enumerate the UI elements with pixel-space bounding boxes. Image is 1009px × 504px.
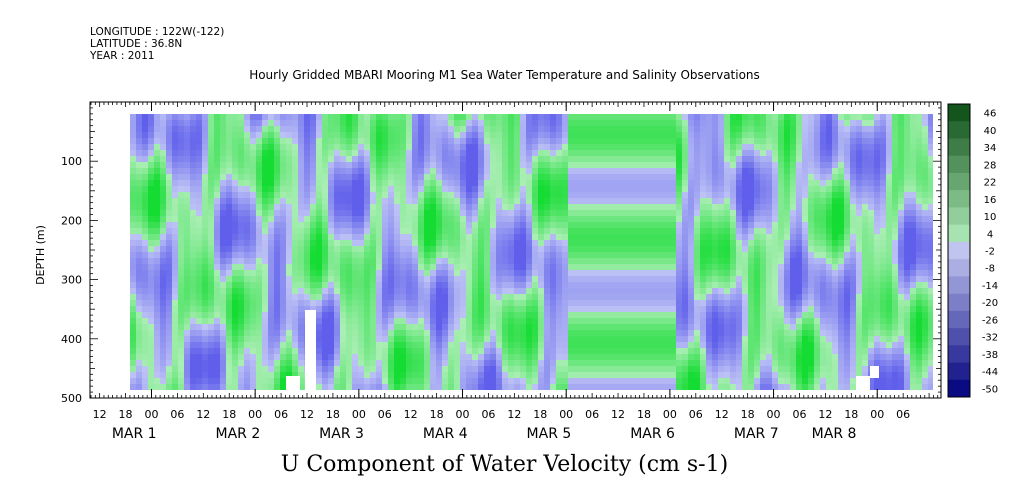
colorbar-swatch — [948, 379, 970, 398]
x-day-label: MAR 3 — [319, 426, 364, 442]
colorbar-swatch — [948, 259, 970, 277]
colorbar-label: 46 — [984, 109, 997, 120]
x-tick-label: 18 — [430, 408, 444, 421]
colorbar-label: -32 — [982, 333, 998, 344]
x-tick-label: 18 — [533, 408, 547, 421]
year-label: YEAR : 2011 — [90, 50, 155, 62]
x-tick-label: 06 — [378, 408, 392, 421]
x-tick-label: 00 — [663, 408, 677, 421]
colorbar-label: -26 — [982, 315, 998, 326]
x-day-label: MAR 8 — [812, 426, 857, 442]
x-tick-label: 06 — [170, 408, 184, 421]
colorbar-swatch — [948, 328, 970, 346]
x-tick-label: 18 — [326, 408, 340, 421]
x-axis-label: U Component of Water Velocity (cm s-1) — [280, 452, 729, 477]
x-tick-label: 12 — [507, 408, 521, 421]
x-tick-label: 12 — [818, 408, 832, 421]
colorbar-label: -44 — [982, 367, 998, 378]
x-tick-label: 00 — [352, 408, 366, 421]
x-tick-label: 12 — [300, 408, 314, 421]
colorbar-swatch — [948, 104, 970, 122]
y-tick-label: 200 — [61, 214, 82, 227]
plot-area — [130, 114, 933, 390]
x-tick-label: 06 — [689, 408, 703, 421]
x-day-label: MAR 4 — [423, 426, 468, 442]
colorbar-swatch — [948, 155, 970, 174]
x-tick-label: 00 — [248, 408, 262, 421]
colorbar-swatch — [948, 310, 970, 329]
x-tick-label: 06 — [481, 408, 495, 421]
x-tick-label: 06 — [792, 408, 806, 421]
y-tick-label: 300 — [61, 274, 82, 287]
chart-title: Hourly Gridded MBARI Mooring M1 Sea Wate… — [249, 68, 760, 82]
colorbar-swatch — [948, 190, 970, 208]
x-tick-label: 18 — [119, 408, 133, 421]
x-day-label: MAR 1 — [112, 426, 157, 442]
x-tick-label: 00 — [767, 408, 781, 421]
colorbar-swatch — [948, 138, 970, 157]
y-tick-label: 100 — [61, 155, 82, 168]
y-tick-label: 500 — [61, 392, 82, 405]
x-tick-label: 12 — [715, 408, 729, 421]
x-day-label: MAR 7 — [734, 426, 779, 442]
colorbar-swatch — [948, 224, 970, 243]
x-tick-label: 00 — [559, 408, 573, 421]
colorbar-swatch — [948, 207, 970, 225]
colorbar-label: 16 — [984, 195, 997, 206]
x-tick-label: 06 — [585, 408, 599, 421]
colorbar-swatch — [948, 276, 970, 294]
y-axis-label: DEPTH (m) — [34, 225, 47, 285]
colorbar-swatch — [948, 241, 970, 260]
colorbar-label: 40 — [984, 126, 997, 137]
colorbar-swatch — [948, 121, 970, 139]
x-tick-label: 00 — [870, 408, 884, 421]
colorbar-label: -20 — [982, 298, 998, 309]
colorbar-label: -50 — [982, 384, 998, 395]
x-tick-label: 18 — [844, 408, 858, 421]
colorbar-label: -8 — [985, 264, 995, 275]
colorbar-label: 22 — [984, 178, 997, 189]
colorbar-label: 4 — [987, 229, 993, 240]
axes: 12 18 00 06 12 18 00 06 12 18 00 06 12 18 00 06 12 18 00 06… — [61, 101, 942, 442]
longitude-label: LONGITUDE : 122W(-122) — [90, 26, 225, 38]
x-tick-label: 06 — [896, 408, 910, 421]
colorbar-swatch — [948, 293, 970, 312]
x-tick-label: 18 — [741, 408, 755, 421]
x-tick-label: 12 — [196, 408, 210, 421]
x-tick-label: 12 — [404, 408, 418, 421]
colorbar-label: -38 — [982, 350, 998, 361]
x-tick-label: 06 — [274, 408, 288, 421]
x-tick-label: 00 — [456, 408, 470, 421]
colorbar-label: 34 — [984, 143, 997, 154]
latitude-label: LATITUDE : 36.8N — [90, 38, 183, 50]
colorbar-label: 28 — [984, 160, 997, 171]
x-day-label: MAR 5 — [527, 426, 572, 442]
x-tick-label: 00 — [144, 408, 158, 421]
x-tick-label: 12 — [93, 408, 107, 421]
colorbar-swatch — [948, 362, 970, 381]
colorbar-label: -14 — [982, 281, 998, 292]
y-tick-label: 400 — [61, 333, 82, 346]
colorbar-label: 10 — [984, 212, 997, 223]
x-tick-label: 12 — [611, 408, 625, 421]
colorbar-swatch — [948, 172, 970, 191]
x-tick-label: 18 — [222, 408, 236, 421]
x-day-label: MAR 6 — [630, 426, 675, 442]
x-tick-label: 18 — [637, 408, 651, 421]
colorbar-label: -2 — [985, 247, 995, 258]
x-day-label: MAR 2 — [216, 426, 261, 442]
colorbar: 46 40 34 28 22 16 10 4 -2 -8 -14 -20 -26 -32 -38 -44 -50 — [947, 103, 998, 398]
colorbar-swatch — [948, 345, 970, 363]
